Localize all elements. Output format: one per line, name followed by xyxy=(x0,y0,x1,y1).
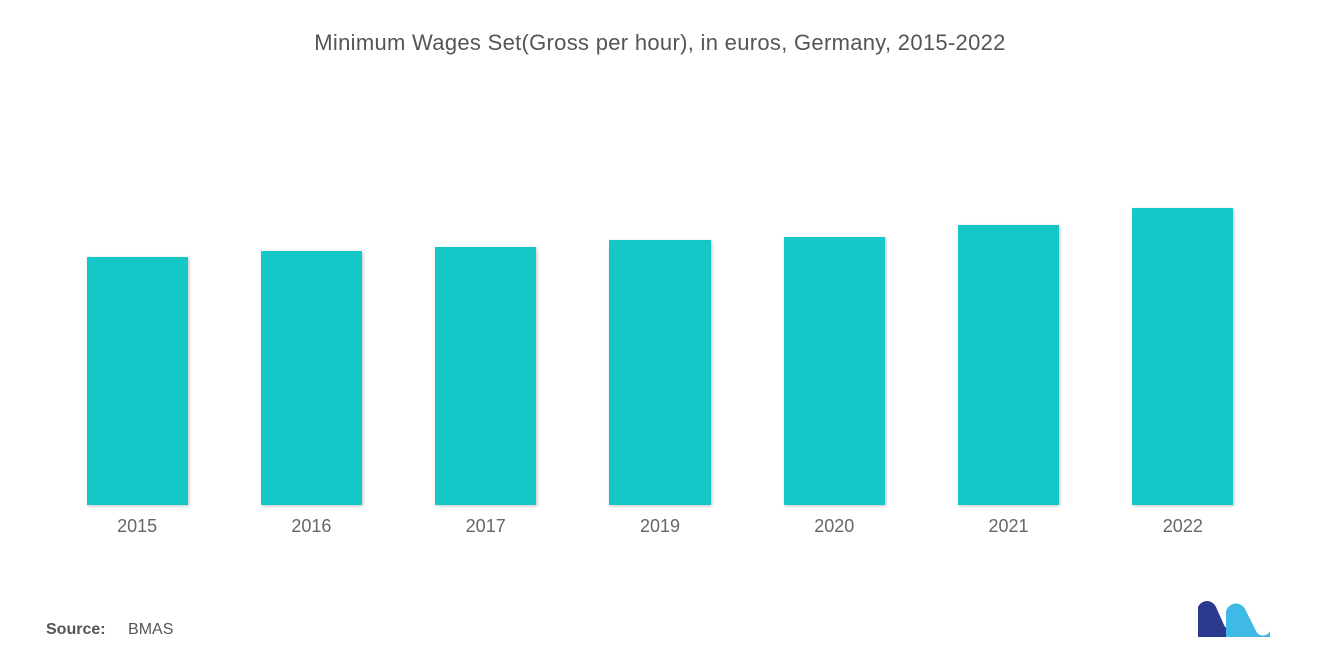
bar xyxy=(1132,208,1233,506)
chart-container: Minimum Wages Set(Gross per hour), in eu… xyxy=(0,0,1320,665)
bar-slot xyxy=(50,116,224,505)
plot-wrap: 2015201620172019202020212022 xyxy=(40,116,1280,537)
bar xyxy=(435,247,536,505)
x-tick-label: 2015 xyxy=(50,516,224,537)
source-value: BMAS xyxy=(128,621,173,638)
x-axis-labels: 2015201620172019202020212022 xyxy=(40,506,1280,537)
plot-area xyxy=(40,116,1280,506)
x-tick-label: 2022 xyxy=(1096,516,1270,537)
bar-slot xyxy=(399,116,573,505)
bar xyxy=(958,225,1059,505)
bar-slot xyxy=(921,116,1095,505)
bar xyxy=(784,237,885,505)
brand-logo-icon xyxy=(1196,597,1274,639)
x-tick-label: 2016 xyxy=(224,516,398,537)
chart-title: Minimum Wages Set(Gross per hour), in eu… xyxy=(40,30,1280,56)
x-tick-label: 2019 xyxy=(573,516,747,537)
source-label: Source: xyxy=(46,621,106,639)
bar xyxy=(609,240,710,505)
footer: Source: BMAS xyxy=(40,597,1280,645)
x-tick-label: 2020 xyxy=(747,516,921,537)
x-tick-label: 2021 xyxy=(921,516,1095,537)
bar-slot xyxy=(1096,116,1270,505)
source-block: Source: BMAS xyxy=(46,621,173,639)
bar-slot xyxy=(224,116,398,505)
bar xyxy=(261,251,362,505)
bar xyxy=(87,257,188,505)
bar-slot xyxy=(747,116,921,505)
x-tick-label: 2017 xyxy=(399,516,573,537)
bar-slot xyxy=(573,116,747,505)
